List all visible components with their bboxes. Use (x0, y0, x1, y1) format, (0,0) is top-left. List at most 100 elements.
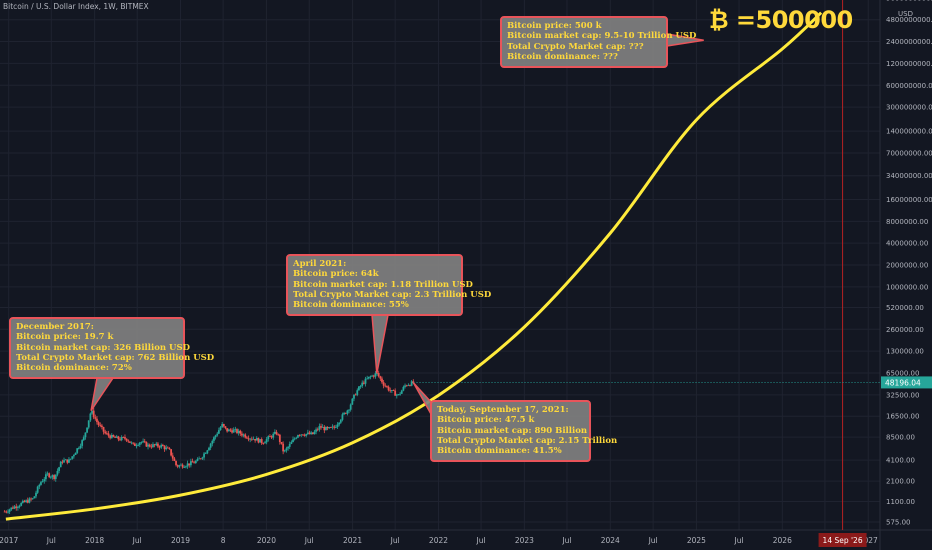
candle-body (405, 385, 408, 387)
candle-body (343, 412, 345, 415)
candle-body (232, 429, 235, 433)
callout-line: Total Crypto Market cap: 2.15 Trillion (437, 435, 618, 446)
candle-body (409, 385, 411, 386)
candle-body (306, 432, 309, 434)
time-tick-label: Jul (561, 536, 571, 545)
candle-body (166, 447, 169, 449)
callout-line: Bitcoin price: 19.7 k (16, 332, 114, 343)
candle-body (46, 473, 49, 475)
candle-body (26, 500, 29, 503)
candle-body (104, 431, 107, 434)
time-tick-label: 8 (221, 536, 226, 545)
candle-body (170, 449, 173, 456)
candle-body (33, 496, 36, 499)
candle-body (364, 378, 367, 384)
candle-body (394, 390, 397, 396)
candle-body (298, 435, 301, 436)
candle-body (40, 482, 42, 485)
callout-pointer (371, 314, 389, 374)
candle-body (325, 427, 327, 431)
candle-body (336, 424, 339, 427)
candle-body (338, 422, 341, 425)
candle-body (214, 435, 217, 438)
candle-body (234, 429, 237, 430)
candle-body (367, 376, 370, 379)
candle-body (56, 470, 59, 475)
candle-body (68, 459, 70, 463)
candle-body (358, 386, 360, 391)
date-marker-tag (818, 533, 867, 547)
candle-body (7, 511, 9, 513)
callout-line: Bitcoin price: 47.5 k (437, 415, 535, 426)
candle-body (201, 457, 204, 459)
candle-body (311, 432, 314, 435)
time-tick-label: Jul (46, 536, 56, 545)
candle-body (196, 459, 199, 462)
time-tick-label: 2024 (601, 536, 620, 545)
candle-body (374, 373, 377, 377)
candle-body (21, 500, 24, 503)
symbol-header: Bitcoin / U.S. Dollar Index, 1W, BITMEX (3, 2, 149, 11)
candle-body (203, 453, 205, 458)
candle-body (175, 460, 177, 466)
candle-body (265, 439, 268, 443)
candle-body (382, 382, 385, 386)
candle-body (244, 434, 247, 438)
price-tick-label: 16500.00 (886, 413, 919, 421)
candle-body (16, 506, 19, 508)
candle-body (410, 381, 413, 386)
candle-body (262, 443, 265, 445)
candle-body (84, 432, 87, 438)
price-tick-label: 300000000.00 (886, 104, 932, 112)
candle-body (297, 435, 299, 438)
candle-body (269, 436, 271, 437)
candle-body (277, 434, 280, 436)
candle-body (120, 436, 123, 441)
candle-body (63, 460, 65, 463)
candle-body (35, 492, 37, 497)
candle-body (160, 444, 163, 448)
time-tick-label: 2022 (429, 536, 448, 545)
candle-body (231, 430, 233, 433)
candle-body (43, 479, 46, 482)
candle-body (133, 443, 136, 446)
candle-body (112, 434, 115, 437)
candle-body (77, 447, 80, 449)
candle-body (132, 442, 135, 444)
candle-body (226, 428, 229, 432)
candle-body (119, 439, 121, 441)
candle-body (140, 442, 143, 443)
price-tick-label: 16000000.00 (886, 196, 932, 204)
candle-body (178, 465, 181, 467)
candle-body (54, 474, 57, 479)
candle-body (213, 437, 215, 441)
candle-body (321, 426, 324, 428)
candle-body (310, 432, 313, 435)
candle-body (397, 394, 400, 396)
candle-body (222, 424, 225, 427)
price-tick-label: 140000000.00 (886, 128, 932, 136)
candle-body (264, 442, 266, 444)
candle-body (102, 427, 105, 432)
candle-body (254, 438, 257, 441)
price-tick-label: 4800000000.00 (886, 16, 932, 24)
candle-body (73, 454, 75, 457)
candle-body (15, 506, 18, 508)
candle-body (105, 433, 108, 435)
candle-body (12, 507, 14, 509)
candle-body (115, 436, 118, 438)
candle-body (107, 433, 110, 436)
price-tick-label: 9600000000.00 (886, 0, 932, 2)
candle-body (194, 461, 197, 464)
candle-body (242, 434, 245, 436)
price-tick-label: 600000000.00 (886, 82, 932, 90)
callout-line: Bitcoin price: 500 k (507, 21, 602, 31)
candle-body (377, 373, 380, 377)
time-tick-label: 2019 (171, 536, 190, 545)
candle-body (292, 439, 294, 443)
candle-body (293, 438, 296, 440)
candle-body (25, 500, 28, 502)
callout-line: Bitcoin price: 64k (293, 269, 379, 280)
candle-body (155, 443, 158, 446)
